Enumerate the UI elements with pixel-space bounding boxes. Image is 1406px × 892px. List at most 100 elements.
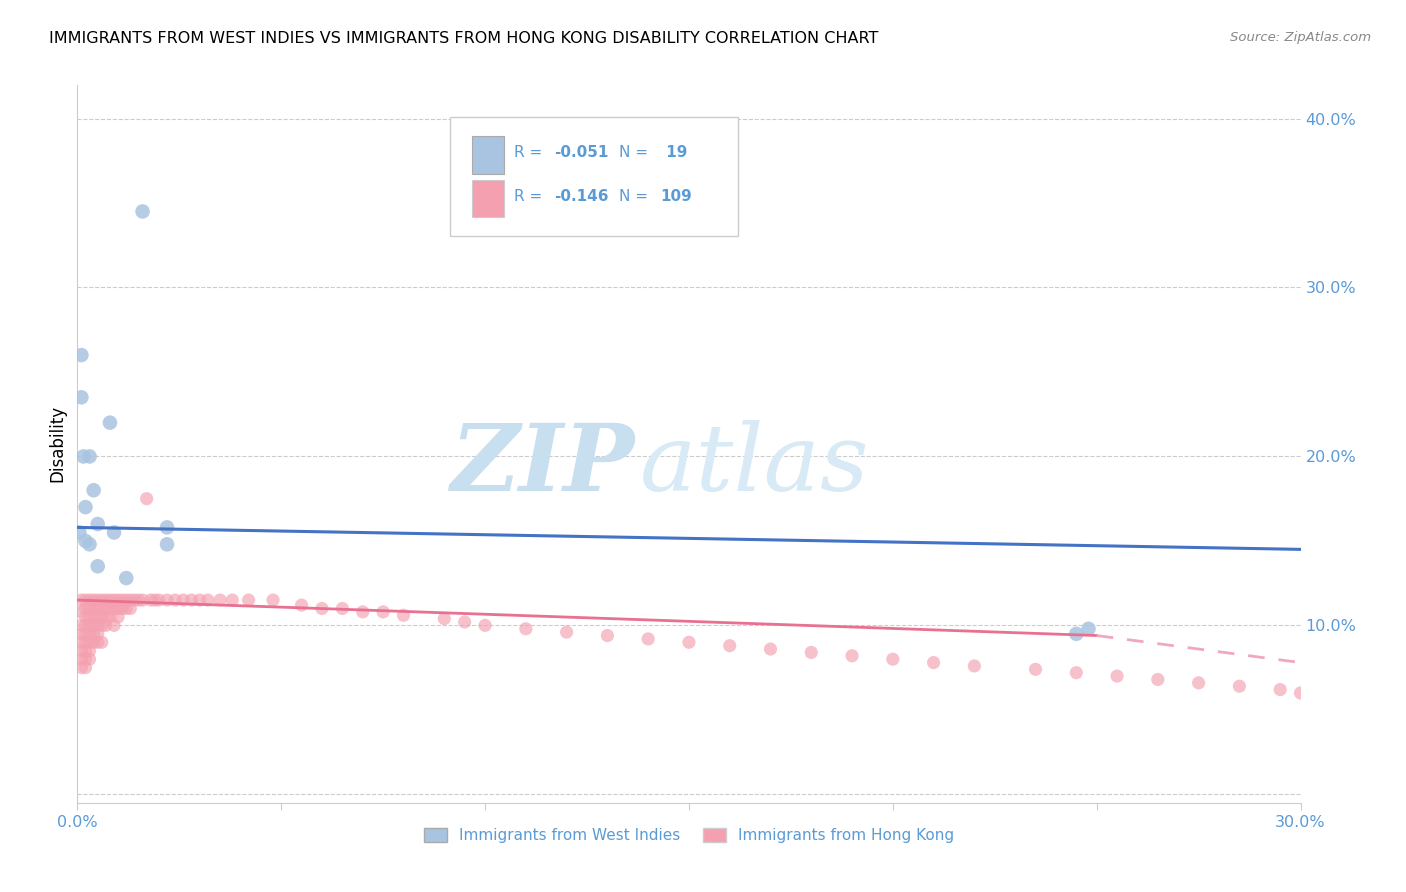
Point — [290, 598, 312, 612]
Y-axis label: Disability: Disability — [48, 405, 66, 483]
Point — [79, 652, 101, 666]
Point — [1289, 686, 1312, 700]
Point — [311, 601, 333, 615]
Point — [75, 601, 97, 615]
Point — [75, 652, 97, 666]
Text: 19: 19 — [661, 145, 688, 161]
Point — [87, 601, 110, 615]
Point — [882, 652, 904, 666]
Point — [139, 593, 162, 607]
Point — [79, 635, 101, 649]
Point — [238, 593, 260, 607]
Point — [90, 593, 112, 607]
Point — [120, 601, 142, 615]
Point — [474, 618, 496, 632]
Point — [1024, 662, 1046, 676]
Point — [75, 635, 97, 649]
Point — [72, 450, 94, 464]
Point — [94, 601, 117, 615]
Point — [1066, 627, 1088, 641]
Point — [90, 635, 112, 649]
Point — [83, 635, 105, 649]
Text: Source: ZipAtlas.com: Source: ZipAtlas.com — [1230, 31, 1371, 45]
Point — [103, 525, 125, 540]
Point — [83, 483, 105, 498]
Point — [172, 593, 194, 607]
Point — [79, 644, 101, 658]
Point — [718, 639, 741, 653]
Point — [75, 660, 97, 674]
Point — [70, 593, 93, 607]
Point — [70, 390, 93, 404]
Point — [83, 618, 105, 632]
Point — [75, 500, 97, 515]
Point — [90, 618, 112, 632]
Point — [188, 593, 211, 607]
Point — [433, 612, 456, 626]
Point — [87, 635, 110, 649]
Point — [596, 628, 619, 642]
Point — [87, 593, 110, 607]
Point — [70, 618, 93, 632]
Text: IMMIGRANTS FROM WEST INDIES VS IMMIGRANTS FROM HONG KONG DISABILITY CORRELATION : IMMIGRANTS FROM WEST INDIES VS IMMIGRANT… — [49, 31, 879, 46]
Point — [83, 593, 105, 607]
Point — [75, 627, 97, 641]
Text: ZIP: ZIP — [450, 420, 634, 510]
Point — [1066, 665, 1088, 680]
Point — [115, 601, 138, 615]
Point — [127, 593, 149, 607]
Text: 109: 109 — [661, 189, 693, 204]
Point — [107, 593, 129, 607]
FancyBboxPatch shape — [450, 117, 738, 235]
Point — [111, 593, 134, 607]
Legend: Immigrants from West Indies, Immigrants from Hong Kong: Immigrants from West Indies, Immigrants … — [418, 822, 960, 849]
Point — [94, 618, 117, 632]
Point — [1187, 676, 1209, 690]
Point — [555, 625, 578, 640]
Text: N =: N = — [619, 145, 654, 161]
Point — [1268, 682, 1291, 697]
Text: R =: R = — [515, 189, 547, 204]
Point — [75, 644, 97, 658]
Point — [75, 618, 97, 632]
Point — [352, 605, 374, 619]
Point — [67, 525, 90, 540]
Point — [107, 610, 129, 624]
Text: -0.051: -0.051 — [554, 145, 609, 161]
FancyBboxPatch shape — [472, 179, 505, 217]
Point — [841, 648, 863, 663]
Point — [392, 608, 415, 623]
Point — [70, 348, 93, 362]
Point — [98, 601, 121, 615]
Point — [637, 632, 659, 646]
Point — [115, 593, 138, 607]
Point — [332, 601, 354, 615]
Point — [1147, 673, 1170, 687]
Text: atlas: atlas — [640, 420, 869, 510]
Point — [75, 533, 97, 548]
Point — [922, 656, 945, 670]
Point — [79, 450, 101, 464]
Point — [90, 601, 112, 615]
Point — [87, 618, 110, 632]
Point — [79, 618, 101, 632]
Point — [98, 416, 121, 430]
Point — [107, 601, 129, 615]
Point — [131, 593, 153, 607]
Point — [111, 601, 134, 615]
Point — [371, 605, 394, 619]
Point — [103, 593, 125, 607]
FancyBboxPatch shape — [472, 136, 505, 174]
Point — [75, 593, 97, 607]
Point — [115, 571, 138, 585]
Point — [70, 627, 93, 641]
Point — [165, 593, 187, 607]
Point — [87, 627, 110, 641]
Point — [963, 659, 986, 673]
Point — [79, 601, 101, 615]
Text: R =: R = — [515, 145, 547, 161]
Point — [87, 516, 110, 531]
Point — [87, 610, 110, 624]
Point — [678, 635, 700, 649]
Point — [156, 537, 179, 551]
